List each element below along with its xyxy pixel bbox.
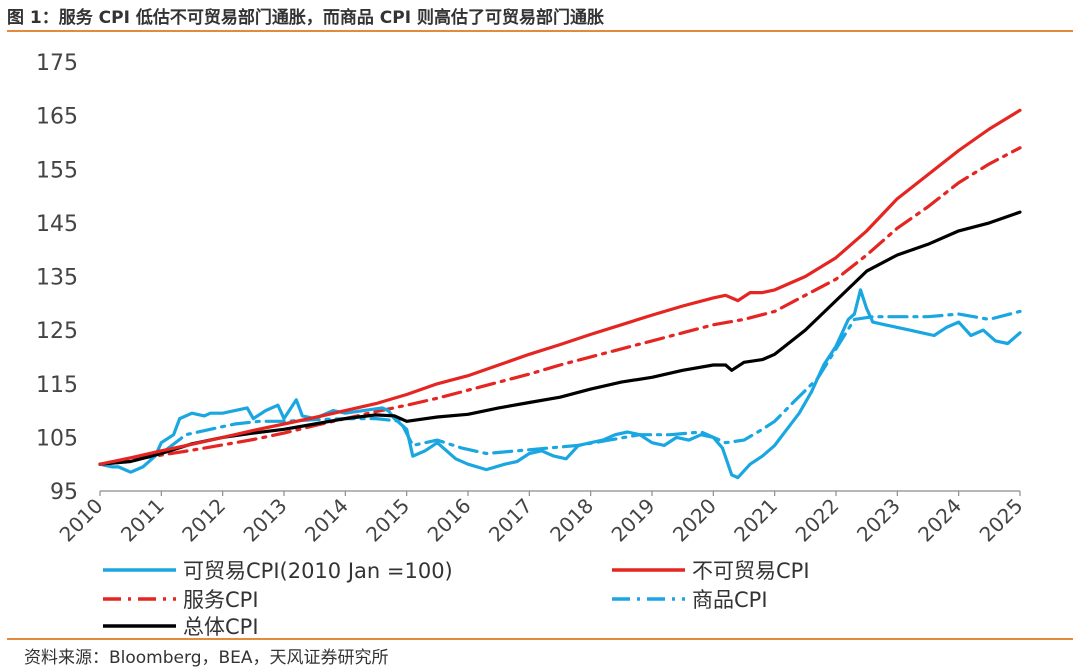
x-tick-label: 2012	[177, 494, 230, 547]
legend-label: 总体CPI	[183, 615, 259, 638]
y-tick-label: 105	[36, 426, 78, 451]
series-line-0	[98, 288, 1022, 480]
legend-label: 商品CPI	[692, 588, 768, 612]
x-tick-label: 2014	[300, 494, 353, 547]
x-tick-label: 2019	[607, 494, 660, 547]
top-rule	[7, 30, 1073, 32]
x-tick-label: 2016	[423, 494, 476, 547]
legend: 可贸易CPI(2010 Jan =100) 不可贸易CPI 服务CPI 商品CPI 总体…	[103, 559, 810, 638]
y-tick-label: 165	[36, 105, 78, 130]
y-tick-label: 155	[36, 158, 78, 183]
legend-label: 可贸易CPI(2010 Jan =100)	[183, 559, 453, 583]
legend-label: 服务CPI	[183, 588, 259, 612]
bottom-rule	[7, 638, 1073, 640]
y-tick-label: 95	[50, 480, 78, 505]
x-tick-label: 2013	[239, 494, 292, 547]
x-tick-label: 2025	[975, 494, 1028, 547]
source-note: 资料来源：Bloomberg，BEA，天风证券研究所	[24, 648, 389, 668]
x-tick-label: 2021	[729, 494, 782, 547]
plot-lines	[98, 108, 1022, 480]
x-tick-label: 2022	[791, 494, 844, 547]
x-tick-label: 2024	[913, 494, 966, 547]
series-line-4	[98, 210, 1022, 466]
x-tick-label: 2018	[545, 494, 598, 547]
legend-label: 不可贸易CPI	[692, 559, 810, 583]
x-tick-label: 2023	[852, 494, 905, 547]
figure-title: 图 1：服务 CPI 低估不可贸易部门通胀，而商品 CPI 则高估了可贸易部门通…	[7, 8, 604, 28]
y-tick-label: 125	[36, 319, 78, 344]
x-tick-label: 2015	[361, 494, 414, 547]
series-line-2	[98, 146, 1022, 466]
y-tick-label: 135	[36, 266, 78, 291]
y-tick-label: 145	[36, 212, 78, 237]
x-tick-label: 2017	[484, 494, 537, 547]
y-tick-label: 115	[36, 373, 78, 398]
x-tick-label: 2011	[116, 494, 169, 547]
x-tick-label: 2020	[668, 494, 721, 547]
y-tick-label: 175	[36, 51, 78, 76]
series-line-1	[98, 108, 1022, 466]
